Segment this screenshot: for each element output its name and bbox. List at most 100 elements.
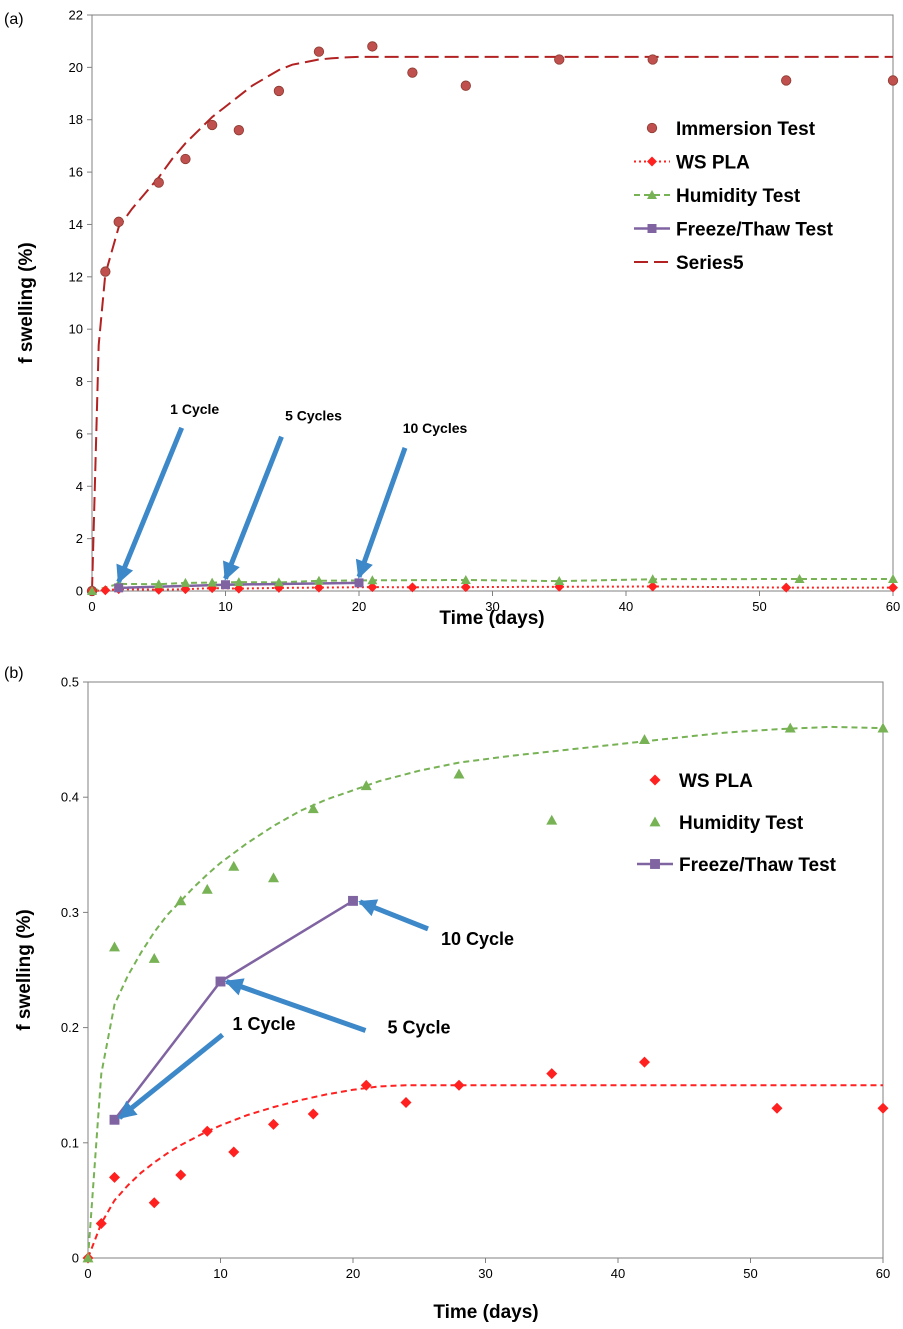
x-tick-label: 30	[485, 599, 499, 614]
humidity-test-point	[313, 575, 324, 585]
annotation-arrow-head	[355, 558, 373, 579]
ws-pla-point	[95, 1217, 107, 1229]
x-tick-label: 50	[743, 1266, 757, 1281]
x-tick-label: 30	[478, 1266, 492, 1281]
annotation-arrow-head	[358, 899, 379, 917]
ws-pla-point	[360, 1079, 372, 1091]
ws-pla-point	[201, 1125, 213, 1137]
humidity-test-point	[453, 768, 465, 779]
y-tick-label: 16	[69, 165, 83, 180]
y-tick-label: 0	[72, 1251, 79, 1266]
humidity-test-point	[794, 573, 805, 583]
panel-a-label: (a)	[4, 11, 24, 28]
y-tick-label: 0.4	[61, 790, 79, 805]
annotation-label: 1 Cycle	[170, 401, 219, 417]
annotation-5-cycles: 5 Cycles	[222, 408, 342, 581]
panel-a-x-axis-label: Time (days)	[439, 608, 544, 629]
ws-pla-line	[91, 585, 893, 592]
series-line	[87, 725, 884, 1259]
x-tick-label: 20	[352, 599, 366, 614]
x-tick-label: 60	[886, 599, 900, 614]
legend-swatch-marker	[647, 156, 657, 167]
legend-label: WS PLA	[679, 771, 753, 792]
chart-panel-a: (a) 0 2 4 6 8 10 12 14 16 18 20 22 0 10 20 30 40 50 60 1 …	[4, 8, 900, 630]
immersion-test-point	[887, 75, 899, 86]
legend-swatch-marker	[646, 122, 658, 134]
ws-pla-point	[228, 1146, 240, 1158]
y-tick-label: 0.3	[61, 905, 79, 920]
y-tick-label: 18	[69, 112, 83, 127]
annotation-label: 10 Cycles	[403, 420, 468, 436]
y-tick-label: 22	[69, 8, 83, 23]
annotation-label: 5 Cycles	[285, 408, 342, 424]
ws-pla-point	[400, 1096, 412, 1108]
humidity-test-point	[367, 575, 378, 585]
series-line	[87, 1084, 883, 1259]
freeze-thaw-test-point	[348, 895, 358, 906]
ws-pla-point	[109, 1171, 120, 1183]
x-tick-label: 10	[213, 1266, 227, 1281]
annotation-10-cycle: 10 Cycle	[358, 899, 514, 949]
y-tick-label: 2	[76, 531, 83, 546]
ws-pla-point	[148, 1197, 160, 1209]
annotation-arrow-shaft	[117, 1032, 225, 1120]
x-tick-label: 60	[876, 1266, 890, 1281]
annotation-arrow-head	[116, 563, 134, 584]
legend-item-humidity-test: Humidity Test	[649, 813, 804, 834]
legend-swatch-marker	[650, 859, 660, 869]
annotation-arrow-shaft	[356, 447, 408, 578]
immersion-test-point	[407, 67, 418, 78]
panel-b-legend: WS PLA Humidity Test Freeze/Thaw Test	[637, 771, 837, 876]
humidity-test-point	[175, 895, 187, 906]
immersion-test-point	[460, 80, 471, 91]
ws-pla-point	[639, 1056, 650, 1068]
humidity-test-point	[784, 722, 796, 733]
humidity-test-point	[228, 860, 240, 871]
humidity-test-point	[268, 872, 279, 883]
y-tick-label: 0.5	[61, 675, 79, 690]
annotation-1-cycle: 1 Cycle	[117, 1014, 296, 1120]
panel-b-series-lines	[87, 725, 884, 1259]
panel-b-y-ticks: 0 0.1 0.2 0.3 0.4 0.5	[61, 675, 88, 1266]
humidity-test-point	[148, 952, 160, 963]
legend-label: Freeze/Thaw Test	[676, 220, 834, 241]
legend-swatch-marker	[647, 224, 657, 233]
legend-label: Humidity Test	[676, 186, 801, 207]
legend-item-freeze-thaw-test: Freeze/Thaw Test	[637, 855, 837, 876]
series5-line	[91, 55, 893, 592]
legend-swatch-marker	[649, 816, 661, 827]
panel-b-y-axis-label: f swelling (%)	[14, 909, 35, 1030]
immersion-test-point	[554, 54, 565, 65]
legend-item-humidity-test: Humidity Test	[634, 186, 801, 207]
x-tick-label: 40	[611, 1266, 625, 1281]
humidity-test-point	[546, 814, 558, 825]
x-tick-label: 50	[752, 599, 766, 614]
panel-b-x-axis-label: Time (days)	[433, 1302, 538, 1323]
humidity-test-point	[307, 803, 319, 814]
humidity-test-point	[233, 577, 244, 587]
immersion-test-point	[206, 119, 218, 131]
ws-pla-point	[100, 585, 111, 596]
legend-item-immersion-test: Immersion Test	[646, 119, 816, 140]
humidity-test-point	[639, 734, 650, 744]
ws-pla-point	[877, 1102, 889, 1114]
y-tick-label: 4	[76, 479, 83, 494]
ws-pla-point	[407, 582, 418, 593]
humidity-test-line	[91, 578, 893, 592]
freeze-thaw-test-point	[215, 976, 226, 987]
y-tick-label: 14	[69, 217, 83, 232]
y-tick-label: 6	[76, 426, 83, 441]
humidity-test-point	[647, 574, 658, 584]
ws-pla-point	[307, 1108, 319, 1120]
legend-item-ws-pla: WS PLA	[649, 771, 753, 792]
y-tick-label: 12	[69, 269, 83, 284]
annotation-1-cycle: 1 Cycle	[116, 401, 219, 584]
legend-label: Freeze/Thaw Test	[679, 855, 837, 876]
immersion-test-point	[367, 41, 378, 52]
panel-b-x-ticks: 0 10 20 30 40 50 60	[84, 1258, 890, 1281]
panel-a-annotations: 1 Cycle 5 Cycles 10 Cycles	[116, 401, 468, 584]
annotation-5-cycle: 5 Cycle	[224, 978, 451, 1038]
immersion-test-point	[781, 75, 792, 86]
ws-pla-point	[268, 1118, 279, 1130]
y-tick-label: 0	[76, 584, 83, 599]
